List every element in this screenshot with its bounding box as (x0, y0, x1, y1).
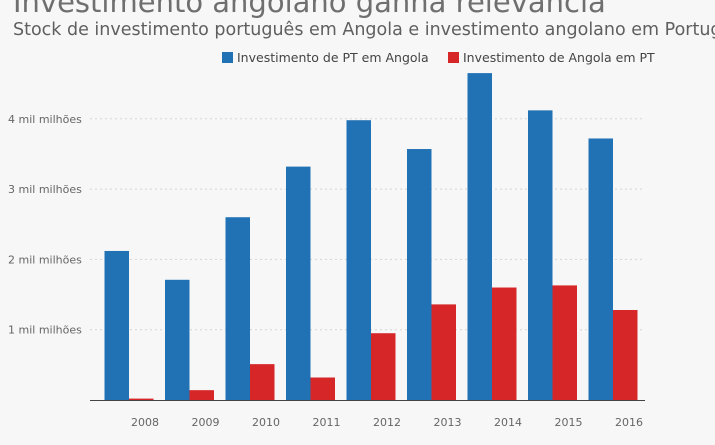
bar-angola-em-pt (613, 310, 638, 400)
bar-pt-em-angola (225, 217, 250, 400)
y-tick-label: 3 mil milhões (8, 183, 82, 196)
x-tick-label: 2009 (192, 416, 220, 429)
chart-title: Investimento angolano ganha relevância (13, 0, 606, 19)
legend-label: Investimento de PT em Angola (237, 50, 429, 65)
bar-pt-em-angola (104, 250, 129, 400)
x-tick-label: 2012 (373, 416, 401, 429)
y-tick-label: 4 mil milhões (8, 113, 82, 126)
x-tick-label: 2016 (615, 416, 643, 429)
bar-angola-em-pt (371, 333, 396, 400)
x-tick-label: 2008 (131, 416, 159, 429)
x-tick-label: 2010 (252, 416, 280, 429)
x-tick-label: 2013 (434, 416, 462, 429)
x-tick-label: 2015 (555, 416, 583, 429)
y-tick-label: 1 mil milhões (8, 324, 82, 337)
bar-pt-em-angola (286, 166, 311, 400)
y-tick-label: 2 mil milhões (8, 253, 82, 266)
bar-pt-em-angola (165, 279, 190, 400)
bar-angola-em-pt (552, 285, 577, 400)
bar-pt-em-angola (467, 73, 492, 400)
bar-angola-em-pt (310, 377, 335, 400)
bar-pt-em-angola (528, 110, 553, 400)
bar-angola-em-pt (431, 304, 456, 400)
bar-angola-em-pt (129, 398, 154, 400)
bar-pt-em-angola (407, 149, 432, 400)
x-tick-label: 2014 (494, 416, 522, 429)
bar-angola-em-pt (250, 364, 275, 400)
bar-pt-em-angola (588, 138, 613, 400)
legend-swatch (222, 52, 233, 63)
bar-angola-em-pt (189, 390, 214, 400)
legend-label: Investimento de Angola em PT (463, 50, 655, 65)
x-tick-label: 2011 (313, 416, 341, 429)
bar-angola-em-pt (492, 287, 517, 400)
chart-subtitle: Stock de investimento português em Angol… (13, 20, 715, 40)
bar-pt-em-angola (346, 120, 371, 401)
legend-swatch (448, 52, 459, 63)
